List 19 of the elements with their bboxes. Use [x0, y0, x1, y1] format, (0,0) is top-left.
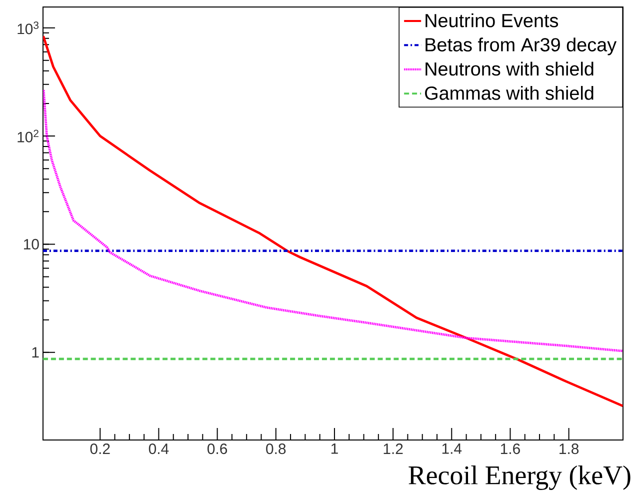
- y-tick-label: 10$^{2}$: [18, 130, 38, 142]
- legend-label: Neutrons with shield: [426, 62, 594, 76]
- x-tick-label: 1.8: [560, 444, 579, 454]
- line-series: [43, 34, 624, 408]
- legend-label: Betas from Ar39 decay: [426, 38, 617, 56]
- x-tick-label: 0.2: [90, 444, 110, 454]
- legend-label: Neutrino Events: [426, 13, 558, 28]
- x-tick-label: 0.6: [207, 444, 228, 454]
- y-tick-label: 10$^{3}$: [18, 22, 39, 34]
- x-tick-label: 1.4: [442, 444, 462, 454]
- y-tick-label: 10: [24, 238, 39, 250]
- x-axis-title: Recoil Energy (keV): [408, 466, 630, 490]
- x-tick-label: 1: [331, 444, 338, 454]
- x-tick-label: 0.8: [266, 444, 286, 454]
- x-tick-label: 1.6: [500, 444, 520, 454]
- x-tick-label: 0.4: [148, 444, 169, 454]
- x-tick-label: 1.2: [384, 444, 403, 454]
- y-tick-label: 1: [32, 347, 39, 358]
- legend-label: Gammas with shield: [425, 86, 594, 100]
